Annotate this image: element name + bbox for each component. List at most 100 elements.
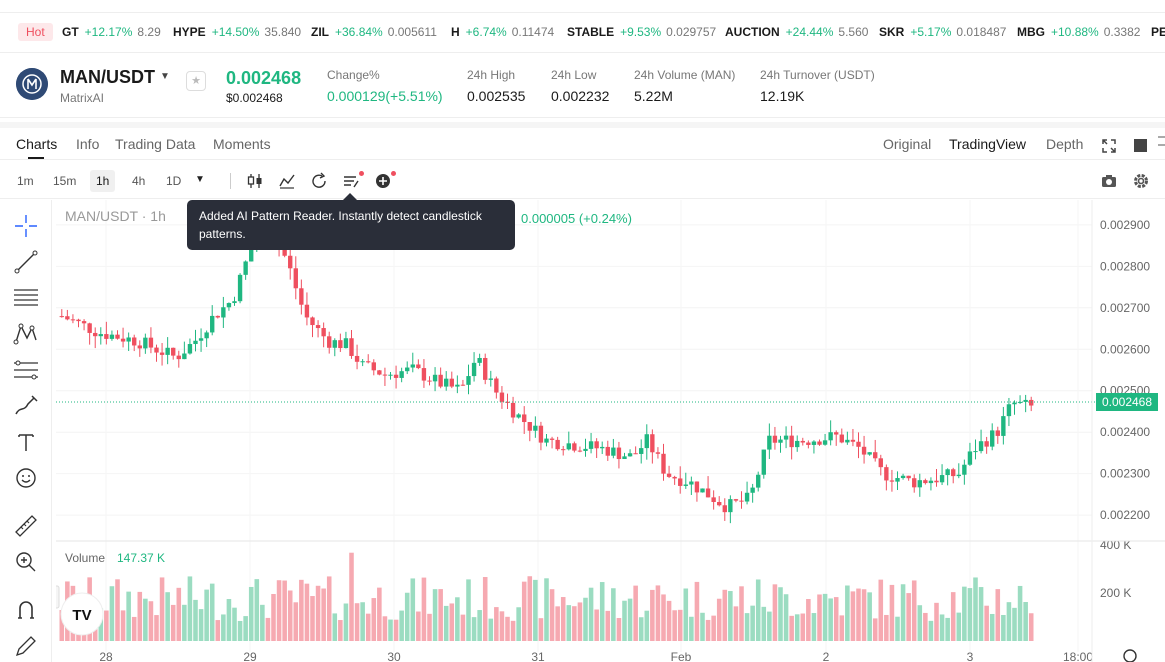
- candle-body: [661, 453, 666, 474]
- favorite-star-icon[interactable]: ★: [186, 71, 206, 91]
- ticker-item[interactable]: MBG +10.88% 0.3382: [1017, 25, 1140, 39]
- draw-pencil-icon[interactable]: [12, 632, 40, 660]
- indicators-icon[interactable]: [278, 172, 296, 190]
- candle-body: [215, 315, 220, 318]
- volume-bar: [683, 588, 689, 641]
- volume-bar: [677, 609, 683, 641]
- candlestick-chart-area[interactable]: 0.002900 0.002800 0.002700 0.002600 0.002500…: [48, 200, 1165, 662]
- candle-body: [984, 441, 989, 447]
- interval-4h[interactable]: 4h: [132, 174, 146, 188]
- volume-bar: [845, 585, 850, 641]
- more-menu-icon[interactable]: [1158, 136, 1165, 146]
- volume-bar: [750, 605, 755, 641]
- tab-moments[interactable]: Moments: [213, 136, 271, 152]
- interval-dropdown-icon[interactable]: ▼: [195, 174, 205, 185]
- ticker-price: 0.018487: [956, 25, 1007, 39]
- settings-gear-icon[interactable]: [1132, 172, 1150, 190]
- volume-bar: [494, 607, 499, 641]
- collapse-panel-handle: [48, 585, 60, 609]
- candle-body: [967, 451, 973, 465]
- volume-bar: [104, 610, 109, 641]
- tab-tradingview[interactable]: TradingView: [949, 136, 1027, 152]
- volume-bar: [432, 589, 438, 641]
- camera-icon[interactable]: [1100, 172, 1118, 190]
- tab-original[interactable]: Original: [883, 136, 932, 152]
- layout-toggle-icon[interactable]: [1134, 139, 1147, 152]
- candle-body: [115, 334, 120, 339]
- volume-bar: [555, 606, 560, 641]
- active-tab-underline: [28, 157, 44, 159]
- candle-body: [432, 374, 438, 382]
- volume-bar: [209, 583, 215, 641]
- candle-body: [204, 332, 209, 339]
- candle-body: [466, 376, 471, 385]
- volume-bar: [176, 587, 182, 641]
- pair-dropdown-icon[interactable]: ▼: [160, 71, 170, 82]
- last-price-tag: [1096, 393, 1158, 411]
- zoom-in-icon[interactable]: [12, 548, 40, 576]
- add-plus-icon[interactable]: [374, 172, 392, 190]
- text-tool-icon[interactable]: [12, 428, 40, 456]
- interval-1h[interactable]: 1h: [90, 170, 116, 192]
- interval-1m[interactable]: 1m: [17, 174, 34, 188]
- hot-label[interactable]: Hot: [18, 23, 53, 41]
- candle-body: [187, 344, 193, 354]
- tab-depth[interactable]: Depth: [1046, 136, 1084, 152]
- ticker-item[interactable]: ZIL +36.84% 0.005611: [311, 25, 437, 39]
- tab-info[interactable]: Info: [76, 136, 100, 152]
- ruler-icon[interactable]: [12, 512, 40, 540]
- volume-bar: [761, 606, 767, 641]
- candle-body: [477, 357, 482, 363]
- interval-15m[interactable]: 15m: [53, 174, 77, 188]
- ticker-item[interactable]: HYPE +14.50% 35.840: [173, 25, 301, 39]
- pair-title[interactable]: MAN/USDT: [60, 67, 155, 87]
- tab-trading-data[interactable]: Trading Data: [115, 136, 196, 152]
- volume-bar: [705, 619, 711, 641]
- replay-icon[interactable]: [310, 172, 328, 190]
- volume-bar: [722, 589, 728, 641]
- emoji-icon[interactable]: [12, 464, 40, 492]
- candle-body: [639, 448, 644, 454]
- volume-bar: [989, 613, 995, 641]
- pattern-reader-icon[interactable]: [342, 172, 360, 190]
- candle-body: [371, 362, 376, 371]
- magnet-icon[interactable]: [12, 596, 40, 624]
- volume-bar: [884, 614, 889, 641]
- chart-svg[interactable]: 0.0029000.0028000.0027000.0026000.002500…: [48, 200, 1165, 662]
- tradingview-logo: [60, 592, 104, 636]
- volume-bar: [650, 589, 655, 641]
- volume-bar: [1028, 613, 1034, 641]
- fullscreen-icon[interactable]: [1102, 139, 1116, 153]
- ticker-item[interactable]: PE: [1151, 25, 1165, 39]
- price-tick-label: 0.002300: [1100, 467, 1150, 481]
- tab-charts[interactable]: Charts: [16, 136, 58, 152]
- volume-bar: [984, 605, 989, 641]
- volume-bar: [616, 617, 622, 641]
- candle-body: [321, 328, 326, 337]
- candle-body: [198, 338, 204, 341]
- pattern-tool-icon[interactable]: [12, 320, 40, 348]
- ticker-symbol: MBG: [1017, 25, 1045, 39]
- ticker-item[interactable]: AUCTION +24.44% 5.560: [725, 25, 868, 39]
- ticker-item[interactable]: STABLE +9.53% 0.029757: [567, 25, 716, 39]
- volume-bar: [694, 581, 700, 641]
- candles-type-icon[interactable]: [246, 172, 264, 190]
- time-tick-label: 31: [531, 650, 545, 662]
- volume-bar: [115, 579, 120, 641]
- volume-bar: [198, 609, 204, 641]
- volume-bar: [349, 552, 354, 641]
- interval-1d[interactable]: 1D: [166, 174, 182, 188]
- horizontal-lines-icon[interactable]: [12, 284, 40, 312]
- pair-header: MAN/USDT ▼ MatrixAI ★ 0.002468 $0.002468…: [0, 52, 1165, 118]
- fib-retracement-icon[interactable]: [12, 356, 40, 384]
- candle-body: [650, 434, 655, 453]
- ticker-item[interactable]: H +6.74% 0.11474: [451, 25, 554, 39]
- ticker-item[interactable]: GT +12.17% 8.29: [62, 25, 161, 39]
- ticker-item[interactable]: SKR +5.17% 0.018487: [879, 25, 1006, 39]
- stat-value: 0.000129(+5.51%): [327, 88, 443, 104]
- volume-bar: [131, 616, 137, 641]
- candle-body: [343, 338, 349, 349]
- brush-icon[interactable]: [12, 392, 40, 420]
- crosshair-icon[interactable]: [12, 212, 40, 240]
- trend-line-icon[interactable]: [12, 248, 40, 276]
